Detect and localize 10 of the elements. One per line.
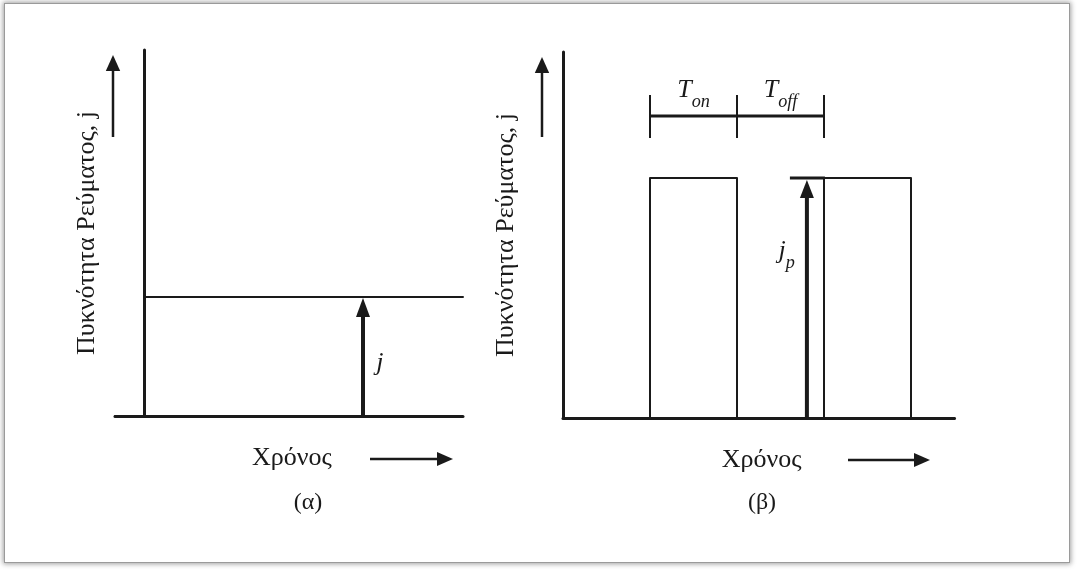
text: (α): [293, 488, 323, 514]
y-axis-title: Πυκνότητα Ρεύματος, j: [70, 111, 100, 355]
text: T$_{off}$: [763, 74, 801, 111]
text: (β): [747, 488, 777, 514]
x-axis-title: Χρόνος: [721, 443, 803, 473]
annotation: j: [373, 346, 384, 376]
annotation: j$_{p}$: [775, 234, 795, 272]
text: T$_{on}$: [677, 74, 710, 111]
y-axis-title: Πυκνότητα Ρεύματος, j: [489, 113, 519, 357]
x-axis-title: Χρόνος: [252, 441, 333, 471]
